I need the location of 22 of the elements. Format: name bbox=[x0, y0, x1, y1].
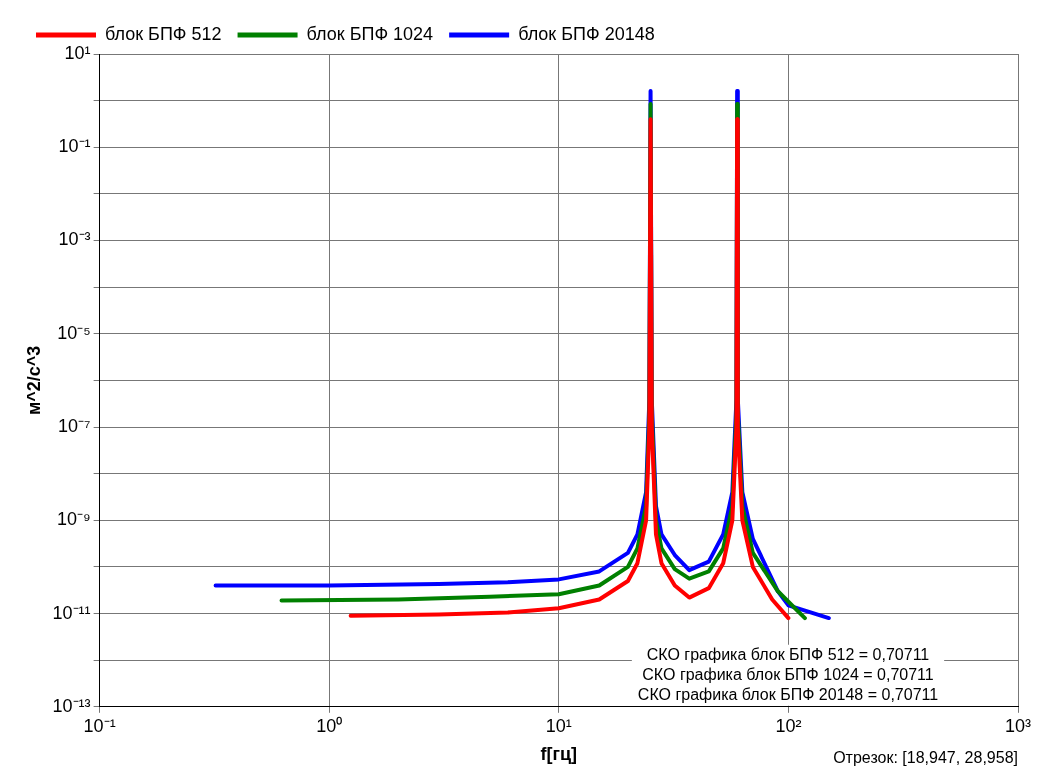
annotation: СКО графика блок БПФ 512 = 0,70711 bbox=[646, 646, 930, 664]
y-tick-label: 10⁻³ bbox=[58, 229, 91, 250]
x-tick-label: 10² bbox=[775, 715, 802, 736]
x-tick-label: 10⁰ bbox=[316, 715, 343, 736]
y-tick-label: 10¹ bbox=[64, 42, 91, 63]
y-tick-label: 10⁻⁷ bbox=[58, 416, 91, 436]
y-tick-label: 10⁻¹³ bbox=[52, 695, 91, 716]
y-axis-title: м^2/с^3 bbox=[23, 345, 44, 416]
y-tick-label: 10⁻¹ bbox=[58, 136, 91, 157]
annotation: СКО графика блок БПФ 1024 = 0,70711 bbox=[642, 666, 934, 684]
y-tick-label: 10⁻⁹ bbox=[56, 509, 91, 530]
y-tick-label: 10⁻¹¹ bbox=[52, 602, 91, 623]
legend-label: блок БПФ 1024 bbox=[306, 23, 434, 44]
legend-label: блок БПФ 20148 bbox=[518, 23, 655, 44]
x-tick-label: 10³ bbox=[1004, 715, 1032, 736]
legend-label: блок БПФ 512 bbox=[105, 23, 222, 44]
x-tick-label: 10¹ bbox=[545, 715, 572, 736]
annotation: СКО графика блок БПФ 20148 = 0,70711 bbox=[637, 686, 939, 704]
text: Отрезок: [18,947, 28,958] bbox=[833, 749, 1018, 767]
y-tick-label: 10⁻⁵ bbox=[57, 322, 91, 343]
x-tick-label: 10⁻¹ bbox=[83, 715, 116, 736]
x-axis-title: f[гц] bbox=[540, 744, 578, 765]
